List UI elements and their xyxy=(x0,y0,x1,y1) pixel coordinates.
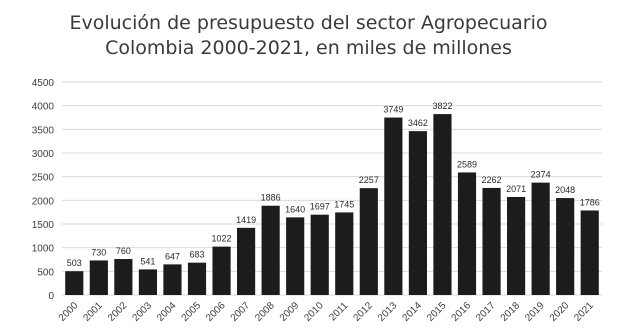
x-tick-label-2010: 2010 xyxy=(302,300,326,324)
x-tick-label-2017: 2017 xyxy=(474,300,498,324)
x-tick-label-2000: 2000 xyxy=(57,300,81,324)
x-tick-label-2013: 2013 xyxy=(376,300,400,324)
y-axis-ticks: 0 500 1000 1500 2000 2500 3000 3500 4000 4500 xyxy=(32,78,55,302)
x-tick-label-2016: 2016 xyxy=(450,300,474,324)
x-tick-label-2003: 2003 xyxy=(131,300,155,324)
bar-2001 xyxy=(89,260,108,295)
data-label-2002: 760 xyxy=(116,246,131,256)
bar-2007 xyxy=(237,227,256,295)
x-tick-label-2009: 2009 xyxy=(278,300,302,324)
bar-2017 xyxy=(482,187,501,295)
x-tick-label-2019: 2019 xyxy=(523,300,547,324)
data-label-2014: 3462 xyxy=(408,118,428,128)
data-label-2016: 2589 xyxy=(457,159,477,169)
x-tick-label-2012: 2012 xyxy=(351,300,375,324)
y-tick-label: 500 xyxy=(37,267,54,278)
data-label-2005: 683 xyxy=(189,250,204,260)
bar-2008 xyxy=(261,205,280,295)
data-labels: 503 730 760 541 647 683 1022 1419 1886 1640 1697 17… xyxy=(67,101,600,268)
bar-2010 xyxy=(310,214,329,295)
data-label-2004: 647 xyxy=(165,251,180,261)
x-axis-ticks: 2000 2001 2002 2003 2004 2005 2006 2007 2008 2009… xyxy=(57,300,596,324)
bar-2012 xyxy=(359,188,378,295)
chart-title-line-2: Colombia 2000-2021, en miles de millones xyxy=(105,37,512,59)
data-label-2001: 730 xyxy=(91,247,106,257)
y-tick-label: 1000 xyxy=(32,244,55,255)
data-label-2011: 1745 xyxy=(334,199,354,209)
data-label-2012: 2257 xyxy=(359,175,379,185)
chart-title-line-1: Evolución de presupuesto del sector Agro… xyxy=(69,12,548,34)
data-label-2010: 1697 xyxy=(310,202,330,212)
bar-2005 xyxy=(187,262,207,295)
data-label-2000: 503 xyxy=(67,258,82,268)
bar-2021 xyxy=(580,210,599,295)
x-tick-label-2004: 2004 xyxy=(155,300,179,324)
bar-2003 xyxy=(138,269,157,295)
bars xyxy=(65,114,599,295)
data-label-2017: 2262 xyxy=(482,175,502,185)
bar-2000 xyxy=(65,271,84,295)
x-tick-label-2001: 2001 xyxy=(81,300,105,324)
bar-2013 xyxy=(384,117,403,295)
y-tick-label: 2000 xyxy=(32,196,55,207)
bar-2015 xyxy=(433,114,452,295)
data-label-2015: 3822 xyxy=(432,101,452,111)
x-tick-label-2020: 2020 xyxy=(548,300,572,324)
x-tick-label-2006: 2006 xyxy=(204,300,228,324)
x-tick-label-2021: 2021 xyxy=(572,300,596,324)
data-label-2003: 541 xyxy=(140,256,155,266)
data-label-2020: 2048 xyxy=(555,185,575,195)
x-tick-label-2007: 2007 xyxy=(229,300,253,324)
data-label-2021: 1786 xyxy=(580,197,600,207)
data-label-2019: 2374 xyxy=(531,170,551,180)
y-tick-label: 4000 xyxy=(32,102,55,113)
y-tick-label: 3500 xyxy=(32,125,55,136)
x-tick-label-2005: 2005 xyxy=(180,300,204,324)
data-label-2007: 1419 xyxy=(236,215,256,225)
bar-2011 xyxy=(335,212,354,295)
bar-2020 xyxy=(556,198,575,295)
bar-2004 xyxy=(163,264,182,295)
bar-2006 xyxy=(212,246,231,295)
bar-2002 xyxy=(114,259,133,295)
data-label-2008: 1886 xyxy=(261,193,281,203)
bar-2014 xyxy=(408,131,427,295)
bar-2019 xyxy=(531,182,550,295)
data-label-2018: 2071 xyxy=(506,184,526,194)
bar-2018 xyxy=(507,196,526,295)
x-tick-label-2008: 2008 xyxy=(253,300,277,324)
x-tick-label-2014: 2014 xyxy=(401,300,425,324)
x-tick-label-2002: 2002 xyxy=(106,300,130,324)
bar-2016 xyxy=(457,172,477,295)
y-tick-label: 2500 xyxy=(32,173,55,184)
x-tick-label-2018: 2018 xyxy=(499,300,523,324)
data-label-2009: 1640 xyxy=(285,204,305,214)
x-tick-label-2011: 2011 xyxy=(327,300,350,323)
data-label-2013: 3749 xyxy=(383,105,403,115)
data-label-2006: 1022 xyxy=(212,234,232,244)
y-tick-label: 4500 xyxy=(32,78,55,89)
bar-2009 xyxy=(286,217,305,295)
y-tick-label: 0 xyxy=(48,291,54,302)
y-tick-label: 3000 xyxy=(32,149,55,160)
x-tick-label-2015: 2015 xyxy=(425,300,449,324)
y-tick-label: 1500 xyxy=(32,220,55,231)
